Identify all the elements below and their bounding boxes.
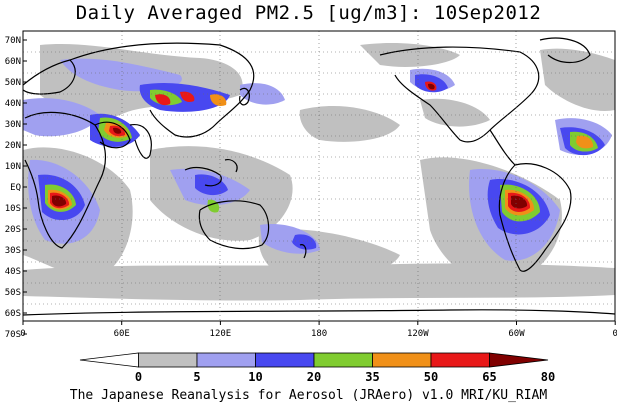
longitude-labels: 0 60E 120E 180 120W 60W 0 (20, 321, 617, 339)
colorbar-level-label: 35 (365, 370, 379, 384)
page-title: Daily Averaged PM2.5 [ug/m3]: 10Sep2012 (75, 2, 542, 24)
lat-label: 60S (5, 309, 21, 319)
lon-label: 120E (210, 329, 232, 339)
lon-label: 60W (508, 329, 525, 339)
graticule (23, 31, 615, 321)
lat-label: 40N (5, 99, 21, 109)
lat-label: 10S (5, 204, 21, 214)
lat-label: 20S (5, 225, 21, 235)
colorbar-segment (196, 352, 256, 368)
colorbar-level-label: 20 (307, 370, 321, 384)
colorbar-level-label: 80 (541, 370, 555, 384)
lat-label: 30S (5, 246, 21, 256)
lat-label: 50S (5, 288, 21, 298)
pm25-field (23, 31, 615, 321)
lon-label: 60E (114, 329, 130, 339)
coastlines (23, 37, 615, 316)
colorbar-segment (255, 352, 315, 368)
footer-credit: The Japanese Reanalysis for Aerosol (JRA… (69, 388, 548, 403)
colorbar-segment (79, 352, 139, 368)
latitude-labels: 70N 60N 50N 40N 30N 20N 10N EQ 10S 20S 30S 40S 50S 60… (5, 36, 27, 340)
lat-label: 70S (5, 330, 21, 340)
colorbar-level-label: 0 (135, 370, 142, 384)
colorbar-segment (430, 352, 490, 368)
lat-label: 50N (5, 78, 21, 88)
lat-label: 70N (5, 36, 21, 46)
colorbar-level-label: 50 (424, 370, 438, 384)
lat-label: EQ (10, 183, 21, 193)
lon-label: 180 (311, 329, 327, 339)
lat-label: 20N (5, 141, 21, 151)
lon-label: 0 (20, 329, 25, 339)
colorbar: 0 5 10 20 35 50 65 80 (79, 352, 555, 384)
colorbar-segment (372, 352, 432, 368)
colorbar-level-label: 10 (248, 370, 262, 384)
colorbar-segment (313, 352, 373, 368)
colorbar-segment (138, 352, 198, 368)
lat-label: 60N (5, 57, 21, 67)
lat-label: 40S (5, 267, 21, 277)
lon-label: 0 (612, 329, 617, 339)
colorbar-level-label: 65 (482, 370, 496, 384)
lon-label: 120W (407, 329, 429, 339)
lat-label: 30N (5, 120, 21, 130)
colorbar-segment (489, 352, 549, 368)
colorbar-level-label: 5 (193, 370, 200, 384)
lat-label: 10N (5, 162, 21, 172)
